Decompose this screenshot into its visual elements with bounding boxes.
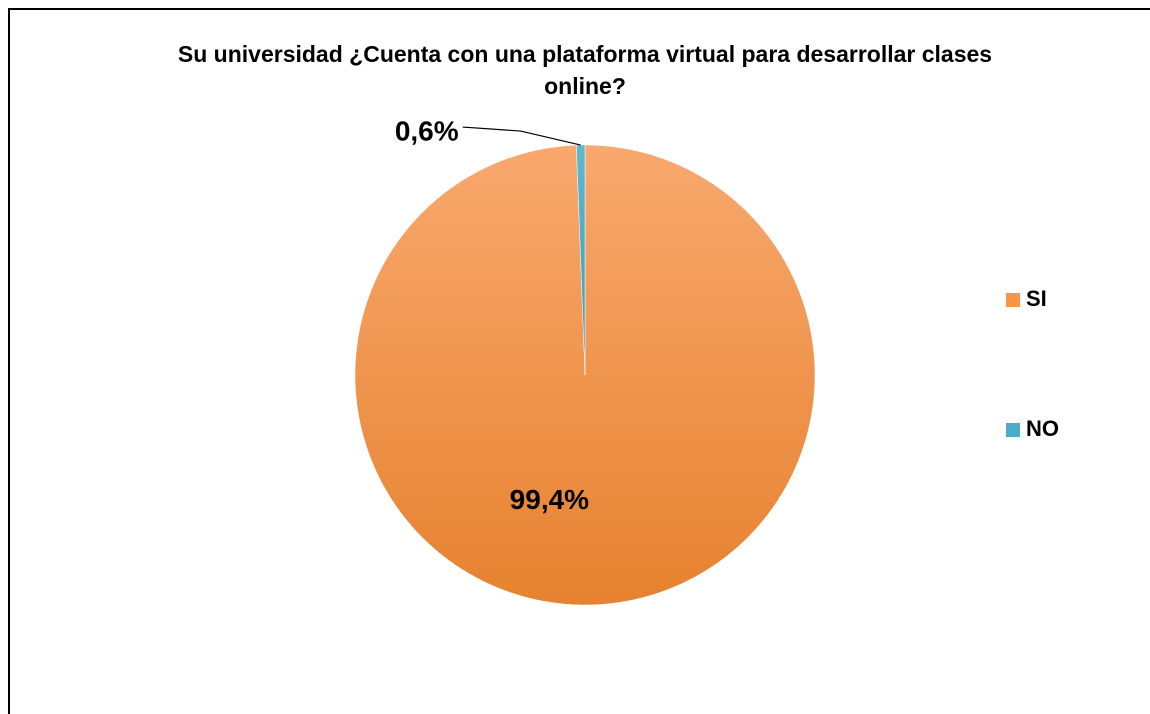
chart-title: Su universidad ¿Cuenta con una plataform… [177,41,993,99]
chart-frame [8,8,1150,714]
data-label: 0,6% [395,115,459,146]
legend-label: SI [1026,286,1047,311]
legend-swatch [1006,293,1020,307]
data-label: 99,4% [510,484,589,515]
legend-swatch [1006,423,1020,437]
legend-label: NO [1026,416,1059,441]
leader-line [462,126,581,146]
